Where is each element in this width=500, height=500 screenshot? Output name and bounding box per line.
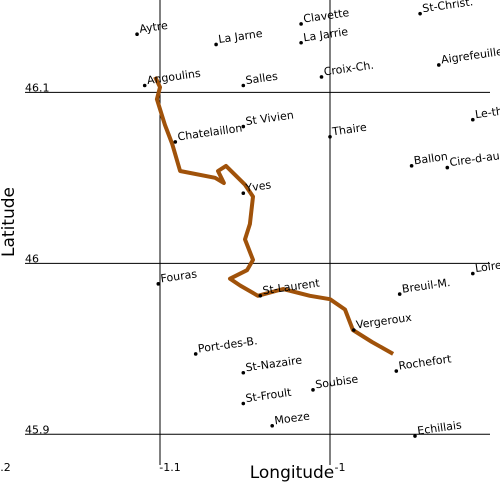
place-dot (409, 164, 414, 168)
x-axis-label: Longitude (250, 463, 335, 483)
place-dot (418, 11, 422, 16)
place-dot (258, 294, 263, 298)
place-label: St Vivien (245, 108, 295, 128)
place-label: Yves (244, 178, 273, 195)
place-label: Aigrefeuille (440, 45, 500, 67)
place-label: St-Nazaire (245, 353, 303, 374)
x-tick-label: -1.1 (159, 461, 180, 474)
y-tick-label: 45.9 (25, 423, 50, 436)
y-axis-label: Latitude (0, 187, 19, 257)
y-tick-label: 46.1 (25, 81, 50, 94)
place-label: Rochefort (398, 352, 453, 372)
place-label: Moeze (274, 409, 311, 427)
place-label: Angoulins (146, 67, 202, 87)
place-dot (214, 42, 218, 47)
place-label: Thaire (330, 121, 367, 139)
place-dot (193, 352, 198, 356)
place-label: La Jarrie (303, 25, 350, 44)
place-dot (142, 83, 147, 88)
place-label: St-Christ. (422, 0, 474, 15)
x-tick-label: -1.2 (0, 461, 11, 474)
place-label: Loire (474, 259, 500, 276)
place-dot (241, 83, 246, 88)
place-dot (471, 271, 475, 276)
place-dot (445, 165, 450, 170)
place-label: Chatelaillon (177, 122, 243, 144)
place-dot (299, 22, 303, 26)
place-label: La Jarne (218, 27, 264, 46)
place-dot (437, 63, 441, 67)
place-dot (241, 191, 246, 196)
place-label: Ballon (413, 150, 449, 168)
x-tick-label: -1 (335, 461, 346, 474)
place-label: Clavette (303, 6, 351, 25)
place-dot (135, 32, 139, 36)
place-dot (413, 434, 417, 438)
place-label: Vergeroux (355, 311, 413, 332)
place-label: Croix-Ch. (323, 59, 375, 79)
place-label: St-Froult (245, 386, 293, 405)
place-label: Breuil-M. (401, 276, 451, 296)
y-tick-label: 46 (25, 252, 39, 265)
place-label: Cire-d-au (449, 149, 500, 169)
place-label: Salles (245, 70, 279, 87)
place-label: Echillais (416, 418, 462, 437)
place-dot (328, 134, 332, 139)
place-dot (270, 423, 275, 428)
place-dot (352, 328, 356, 332)
place-dot (241, 124, 246, 129)
place-label: Port-des-B. (197, 334, 258, 355)
place-label: Fouras (160, 267, 198, 285)
place-dot (311, 388, 315, 392)
place-dot (173, 140, 178, 144)
place-dot (156, 282, 161, 286)
place-dot (299, 40, 303, 45)
place-dot (241, 370, 246, 375)
place-dot (471, 117, 475, 122)
place-dot (397, 292, 402, 296)
place-label: Soubise (314, 372, 359, 391)
place-dot (394, 369, 399, 373)
route-line (153, 76, 395, 356)
place-dot (241, 401, 246, 406)
place-label: Aytre (138, 19, 168, 36)
place-label: Le-th (474, 104, 500, 121)
place-dot (319, 75, 324, 79)
